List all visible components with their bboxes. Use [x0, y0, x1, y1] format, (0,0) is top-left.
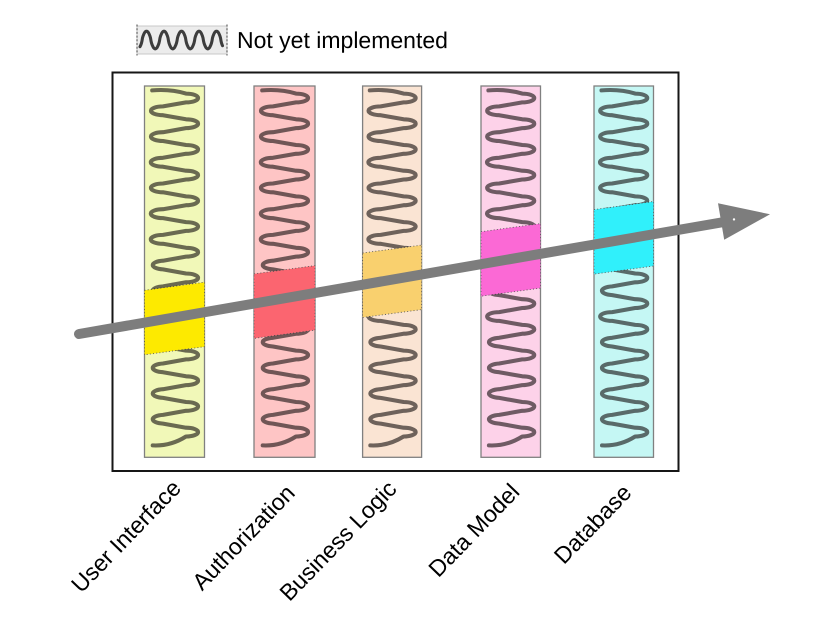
svg-text:Not yet implemented: Not yet implemented [237, 27, 448, 53]
